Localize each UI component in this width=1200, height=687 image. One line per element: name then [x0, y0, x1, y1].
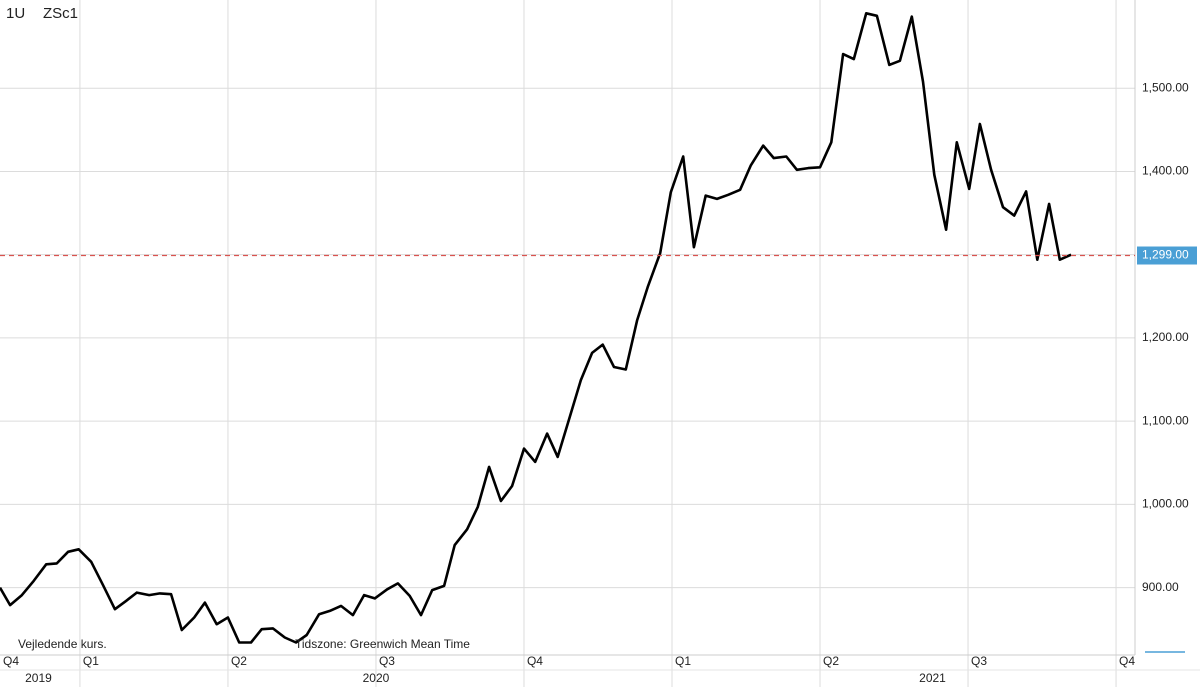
- note: Vejledende kurs.: [18, 637, 107, 651]
- x-tick-label: Q4: [1119, 654, 1135, 668]
- x-tick-label: Q4: [3, 654, 19, 668]
- grid-group: [0, 0, 1135, 687]
- y-tick-label: 1,500.00: [1142, 80, 1189, 94]
- symbol-label: ZSc1: [43, 5, 78, 22]
- x-tick-label: Q1: [83, 654, 99, 668]
- price-line: [0, 12, 1072, 644]
- y-tick-label: 900.00: [1142, 580, 1179, 594]
- y-tick-label: 1,100.00: [1142, 413, 1189, 427]
- x-tick-label: Q2: [823, 654, 839, 668]
- y-tick-label: 1,400.00: [1142, 164, 1189, 178]
- year-label: 2021: [919, 671, 946, 685]
- y-tick-label: 1,200.00: [1142, 330, 1189, 344]
- year-label: 2020: [363, 671, 390, 685]
- reference-label: 1,299.00: [1142, 248, 1189, 262]
- x-tick-label: Q4: [527, 654, 543, 668]
- x-tick-label: Q1: [675, 654, 691, 668]
- x-tick-label: Q3: [971, 654, 987, 668]
- year-label: 2019: [25, 671, 52, 685]
- interval-label: 1U: [6, 5, 25, 22]
- x-tick-label: Q3: [379, 654, 395, 668]
- note: Tidszone: Greenwich Mean Time: [295, 637, 470, 651]
- x-tick-label: Q2: [231, 654, 247, 668]
- reference-label-bg: [1137, 246, 1197, 265]
- y-tick-label: 1,000.00: [1142, 497, 1189, 511]
